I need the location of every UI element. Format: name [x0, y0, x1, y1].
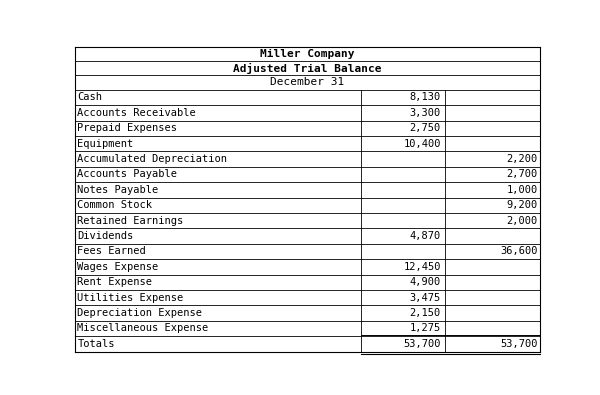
Text: Rent Expense: Rent Expense — [77, 277, 152, 287]
Text: Wages Expense: Wages Expense — [77, 262, 158, 272]
Text: 8,130: 8,130 — [410, 92, 441, 102]
Text: Common Stock: Common Stock — [77, 200, 152, 210]
Text: 4,870: 4,870 — [410, 231, 441, 241]
Text: 2,150: 2,150 — [410, 308, 441, 318]
Text: Utilities Expense: Utilities Expense — [77, 293, 184, 303]
Text: Retained Earnings: Retained Earnings — [77, 216, 184, 226]
Text: Miscellaneous Expense: Miscellaneous Expense — [77, 324, 209, 333]
Text: Notes Payable: Notes Payable — [77, 185, 158, 195]
Text: Totals: Totals — [77, 339, 115, 349]
Text: 36,600: 36,600 — [500, 246, 538, 256]
Text: 1,275: 1,275 — [410, 324, 441, 333]
Text: Miller Company: Miller Company — [260, 49, 355, 59]
Text: 3,300: 3,300 — [410, 108, 441, 118]
Text: Fees Earned: Fees Earned — [77, 246, 146, 256]
Text: 4,900: 4,900 — [410, 277, 441, 287]
Text: Adjusted Trial Balance: Adjusted Trial Balance — [233, 63, 382, 74]
Text: 2,200: 2,200 — [506, 154, 538, 164]
Text: Accounts Payable: Accounts Payable — [77, 169, 178, 179]
Text: Accumulated Depreciation: Accumulated Depreciation — [77, 154, 227, 164]
Text: Dividends: Dividends — [77, 231, 134, 241]
Text: 2,000: 2,000 — [506, 216, 538, 226]
Text: December 31: December 31 — [271, 77, 344, 87]
Text: 3,475: 3,475 — [410, 293, 441, 303]
Text: 1,000: 1,000 — [506, 185, 538, 195]
Text: Cash: Cash — [77, 92, 103, 102]
Text: Equipment: Equipment — [77, 139, 134, 149]
Text: 9,200: 9,200 — [506, 200, 538, 210]
Text: 2,700: 2,700 — [506, 169, 538, 179]
Text: Depreciation Expense: Depreciation Expense — [77, 308, 202, 318]
Text: 53,700: 53,700 — [500, 339, 538, 349]
Text: 12,450: 12,450 — [403, 262, 441, 272]
Text: 2,750: 2,750 — [410, 123, 441, 133]
Text: 10,400: 10,400 — [403, 139, 441, 149]
Text: 53,700: 53,700 — [403, 339, 441, 349]
Text: Prepaid Expenses: Prepaid Expenses — [77, 123, 178, 133]
Text: Accounts Receivable: Accounts Receivable — [77, 108, 196, 118]
